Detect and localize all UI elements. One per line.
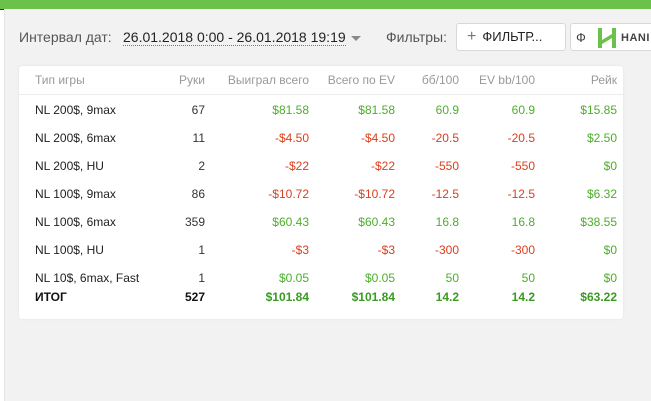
top-stripe — [0, 0, 651, 10]
room-selector-button[interactable]: Ф HANI — [570, 23, 651, 51]
bb100-cell: -550 — [434, 159, 459, 173]
game-type-cell: NL 200$, HU — [35, 159, 104, 173]
ev-total-cell: -$3 — [377, 243, 395, 257]
game-type-cell: NL 100$, HU — [35, 243, 104, 257]
add-filter-button[interactable]: + ФИЛЬТР... — [456, 23, 566, 51]
bb100-cell: 60.9 — [435, 103, 459, 118]
won-total-cell: -$4.50 — [274, 131, 309, 145]
header-won-total[interactable]: Выиграл всего — [211, 66, 315, 95]
game-type-cell: NL 100$, 6max — [35, 215, 116, 229]
rake-cell: $6.32 — [586, 187, 617, 201]
room-selector-prefix: Ф — [576, 30, 586, 45]
ev-bb100-cell: -12.5 — [507, 187, 535, 201]
ev-total-cell: -$10.72 — [354, 187, 395, 201]
won-total-cell: -$3 — [291, 243, 309, 257]
table-row[interactable]: NL 100$, 9max 86 -$10.72 -$10.72 -12.5 -… — [19, 178, 623, 206]
stats-table-card: Тип игры Руки Выиграл всего Всего по EV … — [19, 66, 623, 319]
total-ev-bb100: 14.2 — [511, 290, 535, 304]
header-game-type[interactable]: Тип игры — [19, 66, 159, 95]
toolbar: Интервал дат: 26.01.2018 0:00 - 26.01.20… — [5, 23, 651, 53]
total-bb100: 14.2 — [435, 290, 459, 304]
won-total-cell: -$22 — [284, 159, 309, 173]
game-type-cell: NL 10$, 6max, Fast — [35, 271, 140, 285]
rake-cell: $0 — [603, 271, 617, 285]
header-hands[interactable]: Руки — [159, 66, 211, 95]
bb100-cell: -20.5 — [431, 131, 459, 145]
stats-table: Тип игры Руки Выиграл всего Всего по EV … — [19, 66, 623, 310]
bb100-cell: -300 — [434, 243, 459, 257]
won-total-cell: $0.05 — [278, 271, 309, 285]
ev-total-cell: -$4.50 — [360, 131, 395, 145]
won-total-cell: $60.43 — [272, 215, 309, 229]
total-hands: 527 — [184, 290, 205, 304]
table-row[interactable]: NL 200$, 9max 67 $81.58 $81.58 60.9 60.9… — [19, 94, 623, 122]
table-header-row: Тип игры Руки Выиграл всего Всего по EV … — [19, 66, 623, 95]
ev-total-cell: -$22 — [370, 159, 395, 173]
game-type-cell: NL 100$, 9max — [35, 187, 116, 201]
ev-total-cell: $60.43 — [358, 215, 395, 229]
won-total-cell: $81.58 — [272, 103, 309, 118]
total-label: ИТОГ — [35, 290, 67, 304]
hands-cell: 11 — [192, 131, 205, 145]
total-rake: $63.22 — [580, 290, 617, 304]
hands-cell: 1 — [198, 271, 205, 285]
plus-icon: + — [467, 28, 477, 45]
table-row[interactable]: NL 100$, HU 1 -$3 -$3 -300 -300 $0 — [19, 234, 623, 262]
hands-cell: 359 — [184, 215, 205, 229]
hands-cell: 67 — [191, 103, 205, 118]
brand-stripe — [0, 0, 651, 9]
bb100-cell: 50 — [445, 271, 459, 285]
main-panel: Интервал дат: 26.01.2018 0:00 - 26.01.20… — [4, 9, 651, 401]
ev-bb100-cell: -20.5 — [507, 131, 535, 145]
ev-bb100-cell: 50 — [521, 271, 535, 285]
bb100-cell: -12.5 — [431, 187, 459, 201]
total-ev: $101.84 — [351, 290, 395, 304]
add-filter-label: ФИЛЬТР... — [482, 29, 543, 44]
rake-cell: $0 — [603, 159, 617, 173]
hands-cell: 2 — [198, 159, 205, 173]
total-row: ИТОГ 527 $101.84 $101.84 14.2 14.2 $63.2… — [19, 290, 623, 310]
game-type-cell: NL 200$, 6max — [35, 131, 116, 145]
date-range-selector[interactable]: 26.01.2018 0:00 - 26.01.2018 19:19 — [123, 29, 346, 46]
ev-total-cell: $81.58 — [358, 103, 395, 118]
ev-bb100-cell: -300 — [510, 243, 535, 257]
filters-label: Фильтры: — [386, 29, 447, 45]
header-bb100[interactable]: бб/100 — [401, 66, 465, 95]
header-ev-total[interactable]: Всего по EV — [315, 66, 401, 95]
table-row[interactable]: NL 200$, 6max 11 -$4.50 -$4.50 -20.5 -20… — [19, 122, 623, 150]
table-row[interactable]: NL 100$, 6max 359 $60.43 $60.43 16.8 16.… — [19, 206, 623, 234]
logo-text: HANI — [621, 32, 650, 44]
ev-bb100-cell: -550 — [510, 159, 535, 173]
rake-cell: $2.50 — [586, 131, 617, 145]
header-ev-bb100[interactable]: EV bb/100 — [465, 66, 541, 95]
won-total-cell: -$10.72 — [268, 187, 309, 201]
hand2note-logo-icon — [598, 28, 616, 48]
hands-cell: 1 — [198, 243, 205, 257]
bb100-cell: 16.8 — [435, 215, 459, 229]
ev-total-cell: $0.05 — [364, 271, 395, 285]
game-type-cell: NL 200$, 9max — [35, 103, 116, 118]
hands-cell: 86 — [191, 187, 205, 201]
ev-bb100-cell: 16.8 — [511, 215, 535, 229]
header-rake[interactable]: Рейк — [541, 66, 623, 95]
rake-cell: $15.85 — [580, 103, 617, 118]
ev-bb100-cell: 60.9 — [511, 103, 535, 118]
chevron-down-icon[interactable] — [351, 36, 361, 41]
date-interval-label: Интервал дат: — [19, 29, 112, 45]
rake-cell: $38.55 — [580, 215, 617, 229]
table-row[interactable]: NL 10$, 6max, Fast 1 $0.05 $0.05 50 50 $… — [19, 262, 623, 290]
total-won: $101.84 — [265, 290, 309, 304]
rake-cell: $0 — [603, 243, 617, 257]
table-row[interactable]: NL 200$, HU 2 -$22 -$22 -550 -550 $0 — [19, 150, 623, 178]
